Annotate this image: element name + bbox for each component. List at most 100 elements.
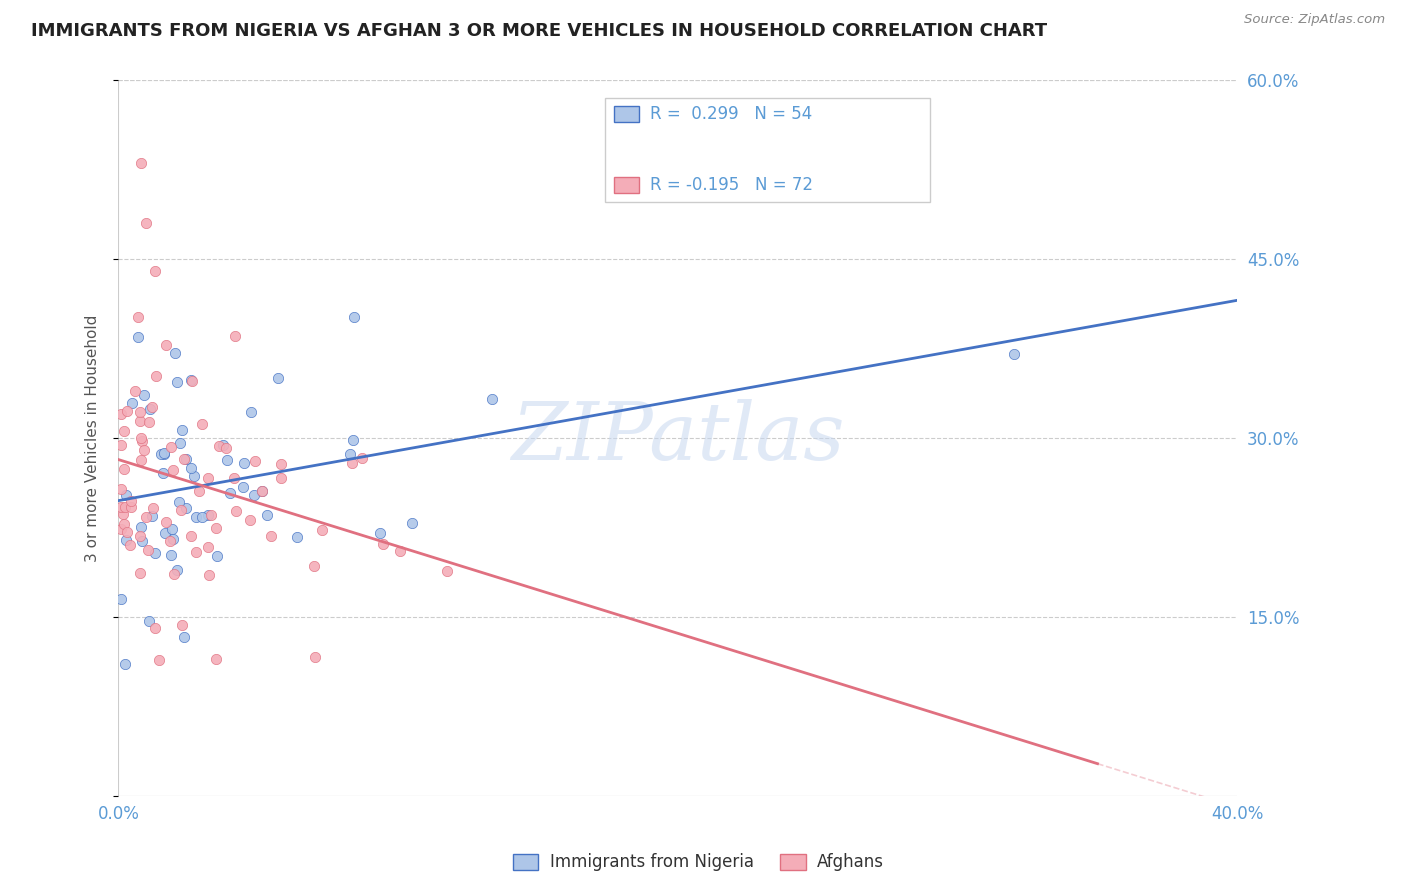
Point (198, 568, 221, 582)
Point (124, 384, 146, 398)
Point (112, 462, 135, 476)
Point (224, 471, 246, 485)
Point (163, 346, 186, 360)
Point (138, 415, 160, 429)
Point (197, 540, 219, 554)
Point (183, 469, 205, 483)
Point (170, 617, 193, 632)
Point (159, 534, 181, 549)
Point (110, 522, 132, 536)
Text: IMMIGRANTS FROM NIGERIA VS AFGHAN 3 OR MORE VEHICLES IN HOUSEHOLD CORRELATION CH: IMMIGRANTS FROM NIGERIA VS AFGHAN 3 OR M… (31, 22, 1047, 40)
Point (155, 526, 177, 541)
Point (208, 439, 231, 453)
Point (129, 405, 152, 419)
Point (135, 216, 157, 230)
Bar (614, 178, 638, 193)
Point (250, 483, 273, 498)
Point (162, 532, 184, 546)
Point (481, 392, 503, 407)
Point (232, 480, 254, 494)
Point (152, 445, 174, 459)
Point (143, 621, 166, 635)
Text: Immigrants from Nigeria: Immigrants from Nigeria (550, 853, 754, 871)
Point (186, 545, 208, 559)
Point (239, 512, 262, 526)
Y-axis label: 3 or more Vehicles in Household: 3 or more Vehicles in Household (86, 314, 100, 562)
Point (114, 533, 136, 548)
Point (170, 423, 193, 437)
Point (200, 508, 222, 522)
Point (267, 371, 290, 385)
Point (112, 517, 135, 532)
Point (371, 537, 394, 551)
Point (205, 549, 228, 564)
Point (110, 482, 132, 496)
Point (110, 407, 132, 421)
Point (260, 529, 283, 543)
Point (143, 546, 166, 560)
Text: ZIPatlas: ZIPatlas (512, 399, 845, 476)
Point (401, 516, 423, 530)
Point (118, 538, 141, 552)
Point (112, 507, 135, 521)
Point (302, 559, 325, 574)
Text: R = -0.195   N = 72: R = -0.195 N = 72 (650, 177, 813, 194)
Point (166, 563, 188, 577)
Point (128, 414, 150, 428)
Point (285, 530, 308, 544)
Point (167, 494, 190, 508)
Point (224, 329, 246, 343)
Point (115, 404, 138, 418)
Point (243, 454, 266, 468)
Point (145, 368, 167, 383)
Point (153, 447, 176, 461)
Point (233, 456, 256, 470)
Point (110, 500, 132, 514)
Point (143, 264, 166, 278)
Point (139, 401, 162, 416)
Point (343, 310, 366, 324)
Point (128, 566, 150, 580)
Point (135, 510, 157, 524)
Point (148, 652, 170, 666)
Point (169, 503, 191, 517)
Point (339, 447, 361, 461)
Point (256, 508, 278, 522)
Point (205, 652, 228, 666)
Point (270, 471, 292, 485)
Point (115, 524, 138, 539)
Point (218, 485, 240, 500)
Point (115, 488, 138, 502)
Point (311, 523, 333, 537)
Point (197, 471, 219, 485)
Point (239, 405, 262, 419)
Point (304, 650, 326, 665)
Text: Source: ZipAtlas.com: Source: ZipAtlas.com (1244, 13, 1385, 27)
Text: R =  0.299   N = 54: R = 0.299 N = 54 (650, 105, 813, 123)
Point (173, 452, 195, 467)
Point (127, 310, 149, 324)
Point (160, 440, 183, 454)
Point (225, 504, 247, 518)
Point (160, 522, 183, 536)
Point (180, 529, 202, 543)
Point (370, 526, 392, 541)
Text: Afghans: Afghans (817, 853, 884, 871)
Point (181, 374, 204, 388)
Point (1002, 347, 1025, 361)
Point (159, 548, 181, 562)
Point (142, 500, 165, 515)
Point (129, 453, 152, 467)
Point (155, 338, 177, 352)
Point (114, 500, 136, 514)
Point (187, 483, 209, 498)
Point (155, 515, 177, 529)
Point (129, 156, 152, 170)
Point (138, 614, 160, 628)
Point (162, 463, 184, 477)
Point (215, 453, 238, 467)
Point (190, 510, 212, 524)
Point (131, 434, 153, 449)
Point (342, 433, 364, 447)
Point (191, 417, 214, 431)
